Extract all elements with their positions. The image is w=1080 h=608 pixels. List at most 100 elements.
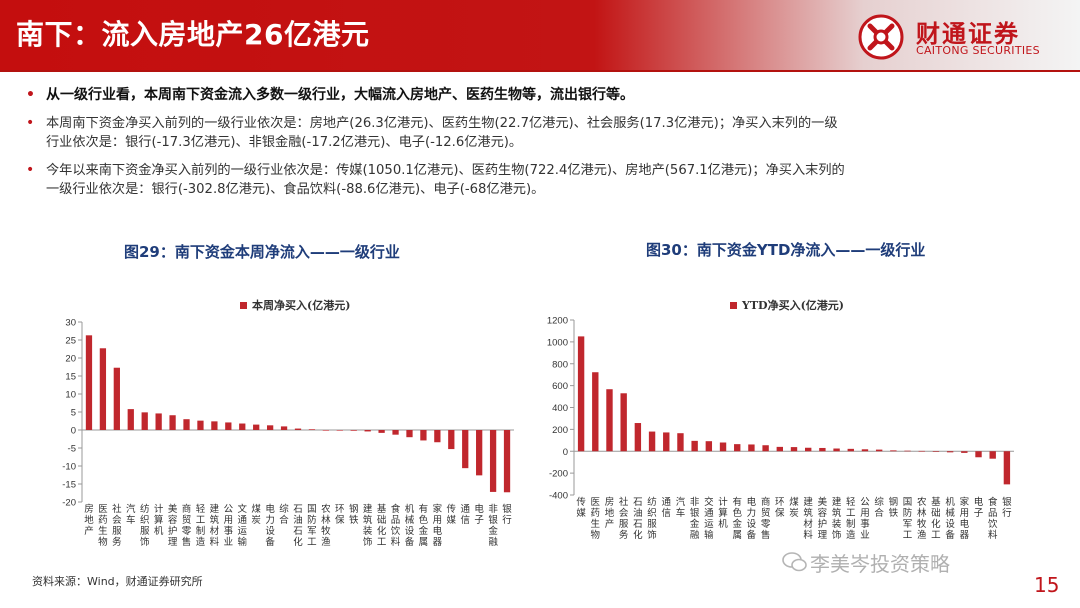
x-tick-label: 煤炭 <box>251 503 261 526</box>
x-tick-label: 环保 <box>775 497 785 519</box>
bar <box>253 424 260 430</box>
x-tick-label: 家用电器 <box>960 496 970 541</box>
x-tick-label: 房地产 <box>605 496 615 530</box>
x-tick-label: 银行 <box>1002 496 1012 519</box>
page-title: 南下：流入房地产26亿港元 <box>16 18 370 51</box>
bar <box>790 447 798 452</box>
bar <box>719 442 727 452</box>
x-tick-label: 建筑装饰 <box>363 503 373 548</box>
x-tick-label: 通信 <box>662 497 672 519</box>
bar <box>748 444 755 452</box>
bar <box>890 450 897 452</box>
bar <box>503 430 511 493</box>
x-tick-label: 建筑材料 <box>210 503 220 548</box>
bar <box>932 451 940 452</box>
bar <box>211 421 218 430</box>
bar <box>620 393 627 452</box>
y-tick-label: -5 <box>68 444 76 455</box>
y-tick-label: 200 <box>552 425 568 436</box>
bar <box>776 446 783 452</box>
x-tick-label: 传媒 <box>576 496 586 519</box>
x-tick-label: 家用电器 <box>433 503 443 548</box>
x-tick-label: 社会服务 <box>112 503 122 548</box>
x-tick-label: 电子 <box>474 503 484 526</box>
x-tick-label: 电力设备 <box>747 496 757 541</box>
x-tick-label: 轻工制造 <box>846 496 856 541</box>
x-tick-label: 石油石化 <box>633 497 643 541</box>
bar <box>833 448 840 452</box>
bar <box>476 430 483 476</box>
x-tick-label: 房地产 <box>84 503 94 537</box>
x-tick-label: 基础化工 <box>931 496 941 541</box>
y-tick-label: -10 <box>62 462 76 473</box>
bar <box>606 389 613 452</box>
chart-weekly-inflow: 本周净买入(亿港元) 30 25 20 15 10 5 0 -5 -10 -15 -20 房地产医药生物… <box>62 298 514 548</box>
x-tick-label: 农林牧渔 <box>321 503 331 548</box>
bullet-item: • 今年以来南下资金净买入前列的一级行业依次是：传媒(1050.1亿港元)、医药… <box>26 161 1066 199</box>
legend-label: 本周净买入(亿港元) <box>252 298 350 312</box>
legend-label: YTD净买入(亿港元) <box>741 298 844 312</box>
bar <box>904 450 911 452</box>
y-tick-label: 10 <box>65 390 76 401</box>
bar <box>113 367 120 430</box>
bar <box>336 430 343 431</box>
bar <box>308 429 316 430</box>
bullet-dot-icon: • <box>26 87 35 103</box>
bar <box>169 415 176 430</box>
x-tick-label: 非银金融 <box>488 503 498 548</box>
logo-text-cn: 财通证券 <box>916 20 1020 48</box>
bar <box>350 430 357 431</box>
watermark: 李美岑投资策略 <box>810 552 950 576</box>
x-tick-label: 农林牧渔 <box>917 496 927 541</box>
bar <box>462 430 469 469</box>
x-tick-label: 通信 <box>460 504 470 526</box>
bar <box>239 423 246 430</box>
bar <box>918 450 925 452</box>
x-tick-label: 商贸零售 <box>182 503 192 548</box>
x-tick-label: 电子 <box>974 496 984 519</box>
x-tick-label: 机械设备 <box>405 503 415 548</box>
x-tick-label: 建筑装饰 <box>832 496 842 541</box>
bullet-item: • 从一级行业看，本周南下资金流入多数一级行业，大幅流入房地产、医药生物等，流出… <box>26 86 1066 105</box>
x-tick-label: 公用事业 <box>224 504 234 548</box>
x-tick-label: 银行 <box>502 503 512 526</box>
x-tick-label: 美容护理 <box>818 496 828 541</box>
x-tick-label: 国防军工 <box>903 497 913 541</box>
x-tick-label: 电力设备 <box>265 503 275 548</box>
x-tick-label: 计算机 <box>154 503 164 537</box>
x-tick-label: 美容护理 <box>168 503 178 548</box>
header-bar: 南下：流入房地产26亿港元 财通证券 CAITONG SECURITIES <box>0 0 1080 70</box>
chart-ytd-inflow: YTD净买入(亿港元) 1200 1000 800 600 400 200 0 -200 -400… <box>547 298 1014 541</box>
y-tick-label: -400 <box>549 491 568 502</box>
bullet-text: 今年以来南下资金净买入前列的一级行业依次是：传媒(1050.1亿港元)、医药生物… <box>46 163 845 178</box>
x-tick-label: 钢铁 <box>349 503 359 526</box>
y-tick-label: 0 <box>563 447 568 458</box>
y-tick-label: 25 <box>65 336 76 347</box>
x-tick-label: 钢铁 <box>889 496 899 519</box>
x-tick-label: 基础化工 <box>377 503 387 548</box>
x-tick-label: 机械设备 <box>945 496 955 541</box>
bar <box>392 430 399 435</box>
bar <box>197 420 204 430</box>
x-tick-label: 纺织服饰 <box>647 496 657 541</box>
x-tick-label: 煤炭 <box>789 496 799 519</box>
bar <box>294 428 302 430</box>
x-tick-label: 建筑材料 <box>803 496 813 541</box>
bar <box>975 451 982 458</box>
bar <box>85 335 93 430</box>
bullet-text: 本周南下资金净买入前列的一级行业依次是：房地产(26.3亿港元)、医药生物(22… <box>46 116 838 131</box>
bar <box>634 423 642 452</box>
bullet-text: 从一级行业看，本周南下资金流入多数一级行业，大幅流入房地产、医药生物等，流出银行… <box>46 87 634 103</box>
bar <box>225 422 232 430</box>
page-number: 15 <box>1034 573 1060 597</box>
legend-swatch <box>240 302 247 309</box>
bar <box>406 430 413 438</box>
bar <box>875 449 883 452</box>
bar <box>364 430 371 432</box>
bullet-text: 行业依次是：银行(-17.3亿港元)、非银金融(-17.2亿港元)、电子(-12… <box>46 135 523 150</box>
x-tick-label: 石油石化 <box>293 504 303 548</box>
y-tick-label: 800 <box>552 359 568 370</box>
x-tick-label: 公用事业 <box>860 497 870 541</box>
x-tick-label: 综合 <box>279 503 289 526</box>
x-tick-label: 有色金属 <box>419 503 429 548</box>
